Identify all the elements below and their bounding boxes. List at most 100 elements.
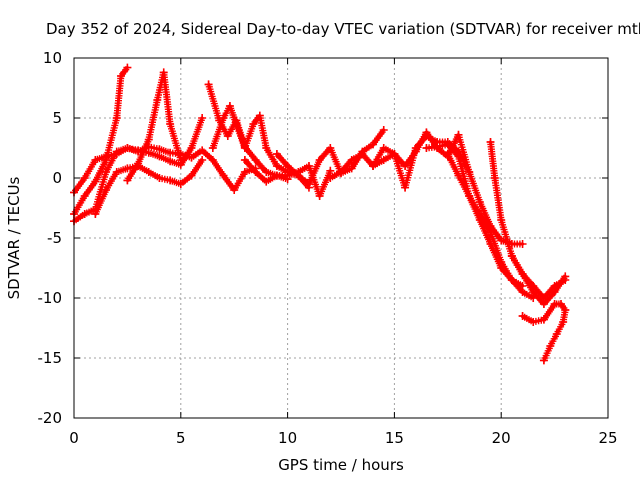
x-tick-label: 20 [492,429,511,447]
data-point [187,153,196,162]
x-tick-label: 5 [176,429,186,447]
data-point [507,252,516,260]
data-point [550,282,559,290]
data-point [112,147,121,156]
data-point [518,240,527,248]
data-point [379,126,388,134]
data-point [433,142,442,151]
data-point [116,72,125,80]
data-point [176,156,185,164]
data-point [465,192,474,200]
y-tick-label: 0 [52,169,62,187]
data-point [198,156,207,164]
data-point [159,68,168,77]
data-point [539,356,548,365]
data-point [230,186,239,194]
data-point [240,168,249,176]
data-point [518,288,527,296]
data-point [262,144,271,152]
data-point [80,210,89,218]
y-tick-label: -10 [38,289,63,307]
data-point [369,162,378,170]
data-point [91,156,100,164]
data-point [283,162,292,170]
data-point [198,114,207,122]
data-point [272,150,281,158]
data-point [529,318,538,326]
satellite-track-15 [507,252,570,302]
data-point [347,164,356,173]
data-point [102,186,111,194]
data-point [91,210,100,218]
data-point [315,192,324,200]
satellite-track-1 [70,142,260,197]
y-axis-label: SDTVAR / TECUs [5,176,23,299]
data-point [454,171,463,180]
axis-ticks: 0 5 10 15 20 25 -20 -15 -10 -5 0 5 10 [38,49,618,447]
data-point [443,150,452,158]
data-point [315,156,324,164]
data-point [304,180,313,188]
satellite-track-13 [443,150,538,302]
data-point [454,130,463,139]
chart-title: Day 352 of 2024, Sidereal Day-to-day VTE… [46,20,640,38]
data-point [475,198,484,206]
data-point [123,144,132,152]
data-point [401,183,410,192]
data-point [198,146,207,155]
data-point [208,144,217,152]
data-point [283,171,292,180]
data-point [144,135,153,144]
data-point [80,174,89,182]
data-point [390,150,399,158]
data-point [155,145,164,154]
data-point [112,114,121,122]
y-tick-label: -20 [38,409,63,427]
data-point [304,162,313,170]
data-point [518,270,527,278]
data-point [166,157,175,166]
data-point [497,264,506,272]
data-point [497,216,506,224]
data-point [272,162,281,170]
data-point [561,276,570,284]
series-markers [70,143,257,196]
x-tick-label: 0 [69,429,79,447]
x-tick-label: 15 [385,429,404,447]
x-tick-label: 10 [278,429,297,447]
data-point [123,63,132,72]
y-tick-label: -5 [47,229,62,247]
data-point [561,306,570,314]
data-point [539,315,548,324]
grid [74,58,608,418]
data-point [187,144,196,152]
data-point [176,180,185,188]
data-point [294,171,303,180]
data-point [358,150,367,158]
data-point [422,132,431,140]
y-tick-label: 10 [43,49,62,67]
data-point [91,177,100,186]
data-point [518,312,527,320]
data-point [123,176,132,185]
data-point [225,102,234,110]
data-point [155,174,164,182]
data-point [251,156,260,164]
data-point [546,342,555,350]
data-point [255,111,264,120]
data-point [486,228,495,236]
data-point [219,114,228,122]
data-point [465,168,474,176]
data-point [240,156,249,164]
data-point [134,159,143,168]
data-point [490,174,499,182]
data-point [347,156,356,164]
data-point [422,144,431,152]
data-point [123,164,132,173]
data-point [208,156,217,164]
data-point [326,166,335,175]
data-point [249,120,258,128]
data-point [166,148,175,157]
data-point [369,140,378,149]
